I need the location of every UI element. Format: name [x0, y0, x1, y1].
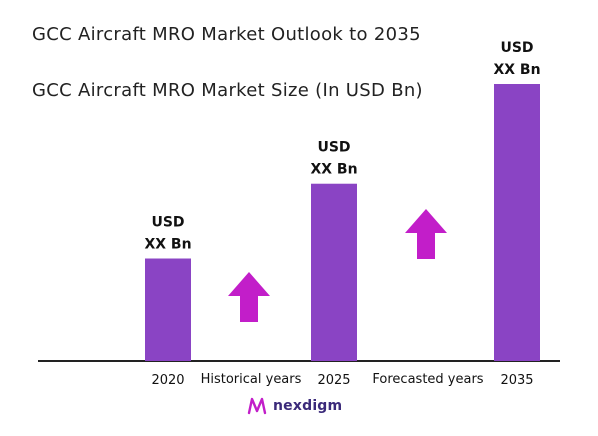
bar-2020 [145, 258, 191, 361]
brand-name: nexdigm [273, 398, 343, 414]
data-label-2025-line2: XX Bn [310, 162, 357, 178]
bar-2025 [311, 183, 357, 361]
data-label-2020-line1: USD [151, 215, 184, 231]
data-label-2035-line2: XX Bn [493, 62, 540, 78]
data-label-2025-line1: USD [317, 140, 350, 156]
nexdigm-logo-icon [247, 397, 267, 415]
bar-2035 [494, 84, 540, 361]
x-tick-2025: 2025 [317, 373, 350, 388]
chart-title: GCC Aircraft MRO Market Outlook to 2035 [32, 24, 421, 45]
period-label-forecasted: Forecasted years [372, 372, 483, 387]
data-label-2035-line1: USD [500, 40, 533, 56]
x-tick-2035: 2035 [500, 373, 533, 388]
period-label-historical: Historical years [201, 372, 302, 387]
brand-logo: nexdigm [246, 396, 342, 416]
growth-arrow-forecast [405, 209, 447, 259]
chart-subtitle: GCC Aircraft MRO Market Size (In USD Bn) [32, 80, 423, 101]
data-label-2020-line2: XX Bn [144, 237, 191, 253]
x-tick-2020: 2020 [151, 373, 184, 388]
growth-arrow-historical [228, 272, 270, 322]
